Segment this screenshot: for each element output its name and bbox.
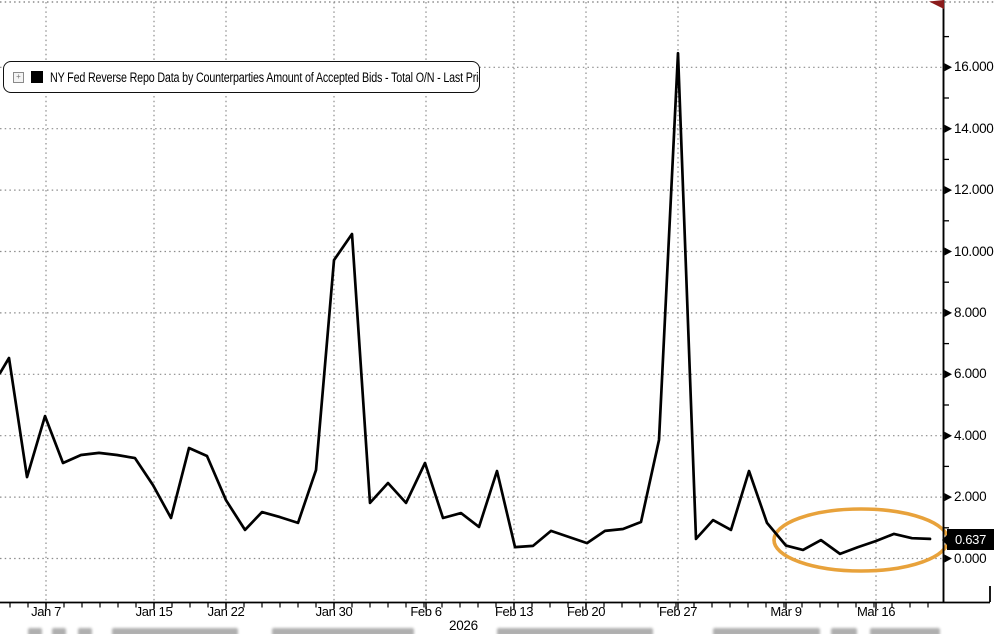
legend-label: NY Fed Reverse Repo Data by Counterparti… [50, 69, 480, 85]
y-tick-label: 4.000 [954, 427, 987, 443]
redacted-text-segment [112, 628, 238, 634]
y-tick-label: 8.000 [954, 304, 987, 320]
y-tick-arrow-icon [944, 431, 952, 440]
x-tick-label: Feb 13 [494, 604, 534, 619]
highlight-ellipse-annotation [772, 507, 950, 573]
x-tick-label: Mar 9 [770, 604, 802, 619]
x-tick-label: Feb 27 [658, 604, 698, 619]
last-price-badge: 0.637 [942, 529, 994, 550]
redacted-text-segment [78, 628, 92, 634]
x-tick-label: Jan 7 [31, 604, 61, 619]
x-tick-label: Feb 6 [410, 604, 442, 619]
y-tick-arrow-icon [944, 308, 952, 317]
y-tick-arrow-icon [944, 63, 952, 72]
y-tick-arrow-icon [944, 247, 952, 256]
redacted-text-segment [831, 628, 857, 634]
redacted-text-segment [52, 628, 66, 634]
y-tick-arrow-icon [944, 186, 952, 195]
y-tick-label: 12.000 [954, 182, 994, 198]
legend-swatch-icon [31, 71, 43, 83]
y-tick-label: 0.000 [954, 550, 987, 566]
x-tick-label: Jan 30 [315, 604, 353, 619]
y-tick-label: 2.000 [954, 489, 987, 505]
legend-box[interactable]: + NY Fed Reverse Repo Data by Counterpar… [3, 61, 480, 93]
y-tick-arrow-icon [944, 493, 952, 502]
axis-top-flag-icon [929, 0, 944, 9]
redacted-text-segment [713, 628, 820, 634]
y-tick-label: 14.000 [954, 120, 994, 136]
y-tick-label: 16.000 [954, 59, 994, 75]
y-tick-arrow-icon [944, 554, 952, 563]
y-tick-arrow-icon [944, 124, 952, 133]
x-tick-label: Jan 22 [207, 604, 245, 619]
redacted-text-segment [870, 628, 940, 634]
y-tick-label: 10.000 [954, 243, 994, 259]
redacted-text-segment [28, 628, 42, 634]
x-tick-label: Mar 16 [856, 604, 896, 619]
x-tick-label: Feb 20 [566, 604, 606, 619]
price-line-series [0, 51, 932, 556]
x-axis-year-label: 2026 [449, 618, 478, 633]
expand-plus-icon[interactable]: + [13, 71, 24, 83]
redacted-text-segment [497, 628, 653, 634]
y-tick-label: 6.000 [954, 366, 987, 382]
redacted-text-segment [272, 628, 414, 634]
y-tick-arrow-icon [944, 370, 952, 379]
x-tick-label: Jan 15 [135, 604, 173, 619]
